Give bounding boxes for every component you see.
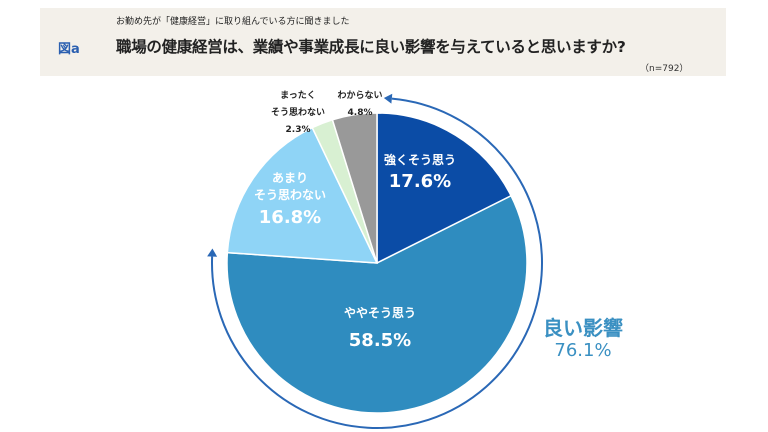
label-somewhat-agree: ややそう思う 58.5% (320, 305, 440, 354)
header-banner (40, 8, 726, 76)
value-label: 58.5% (348, 330, 412, 352)
annotation-good-impact: 良い影響 76.1% (528, 316, 638, 362)
subtitle: お勤め先が「健康経営」に取り組んでいる方に聞きました (116, 17, 350, 27)
value-label: 17.6% (388, 171, 452, 193)
category-label: まったく そう思わない (270, 91, 325, 119)
label-not-at-all: まったく そう思わない 2.3% (258, 88, 338, 139)
pie-slice-1 (226, 194, 528, 414)
label-strongly-agree: 強くそう思う 17.6% (370, 152, 470, 195)
value-label: 4.8% (347, 108, 373, 119)
arrow-head-icon (383, 93, 393, 104)
category-label: ややそう思う (343, 306, 416, 320)
good-impact-arrow (211, 97, 543, 429)
annotation-value: 76.1% (554, 340, 612, 361)
chart-title: 職場の健康経営は、業績や事業成長に良い影響を与えていると思いますか? (116, 38, 626, 56)
sample-size: （n=792） (640, 64, 689, 74)
pie-slice-4 (331, 112, 378, 264)
arrow-head-icon (207, 248, 218, 257)
value-label: 16.8% (258, 206, 322, 228)
category-label: わからない (337, 91, 383, 101)
annotation-label: 良い影響 (543, 316, 623, 340)
figure-label: 図a (58, 42, 80, 57)
pie-slice-0 (376, 112, 513, 265)
category-label: あまり そう思わない (253, 171, 326, 203)
pie-slice-2 (226, 126, 379, 264)
category-label: 強くそう思う (383, 153, 456, 167)
label-dont-know: わからない 4.8% (330, 88, 390, 122)
label-not-really: あまり そう思わない 16.8% (235, 170, 345, 231)
value-label: 2.3% (285, 125, 311, 136)
